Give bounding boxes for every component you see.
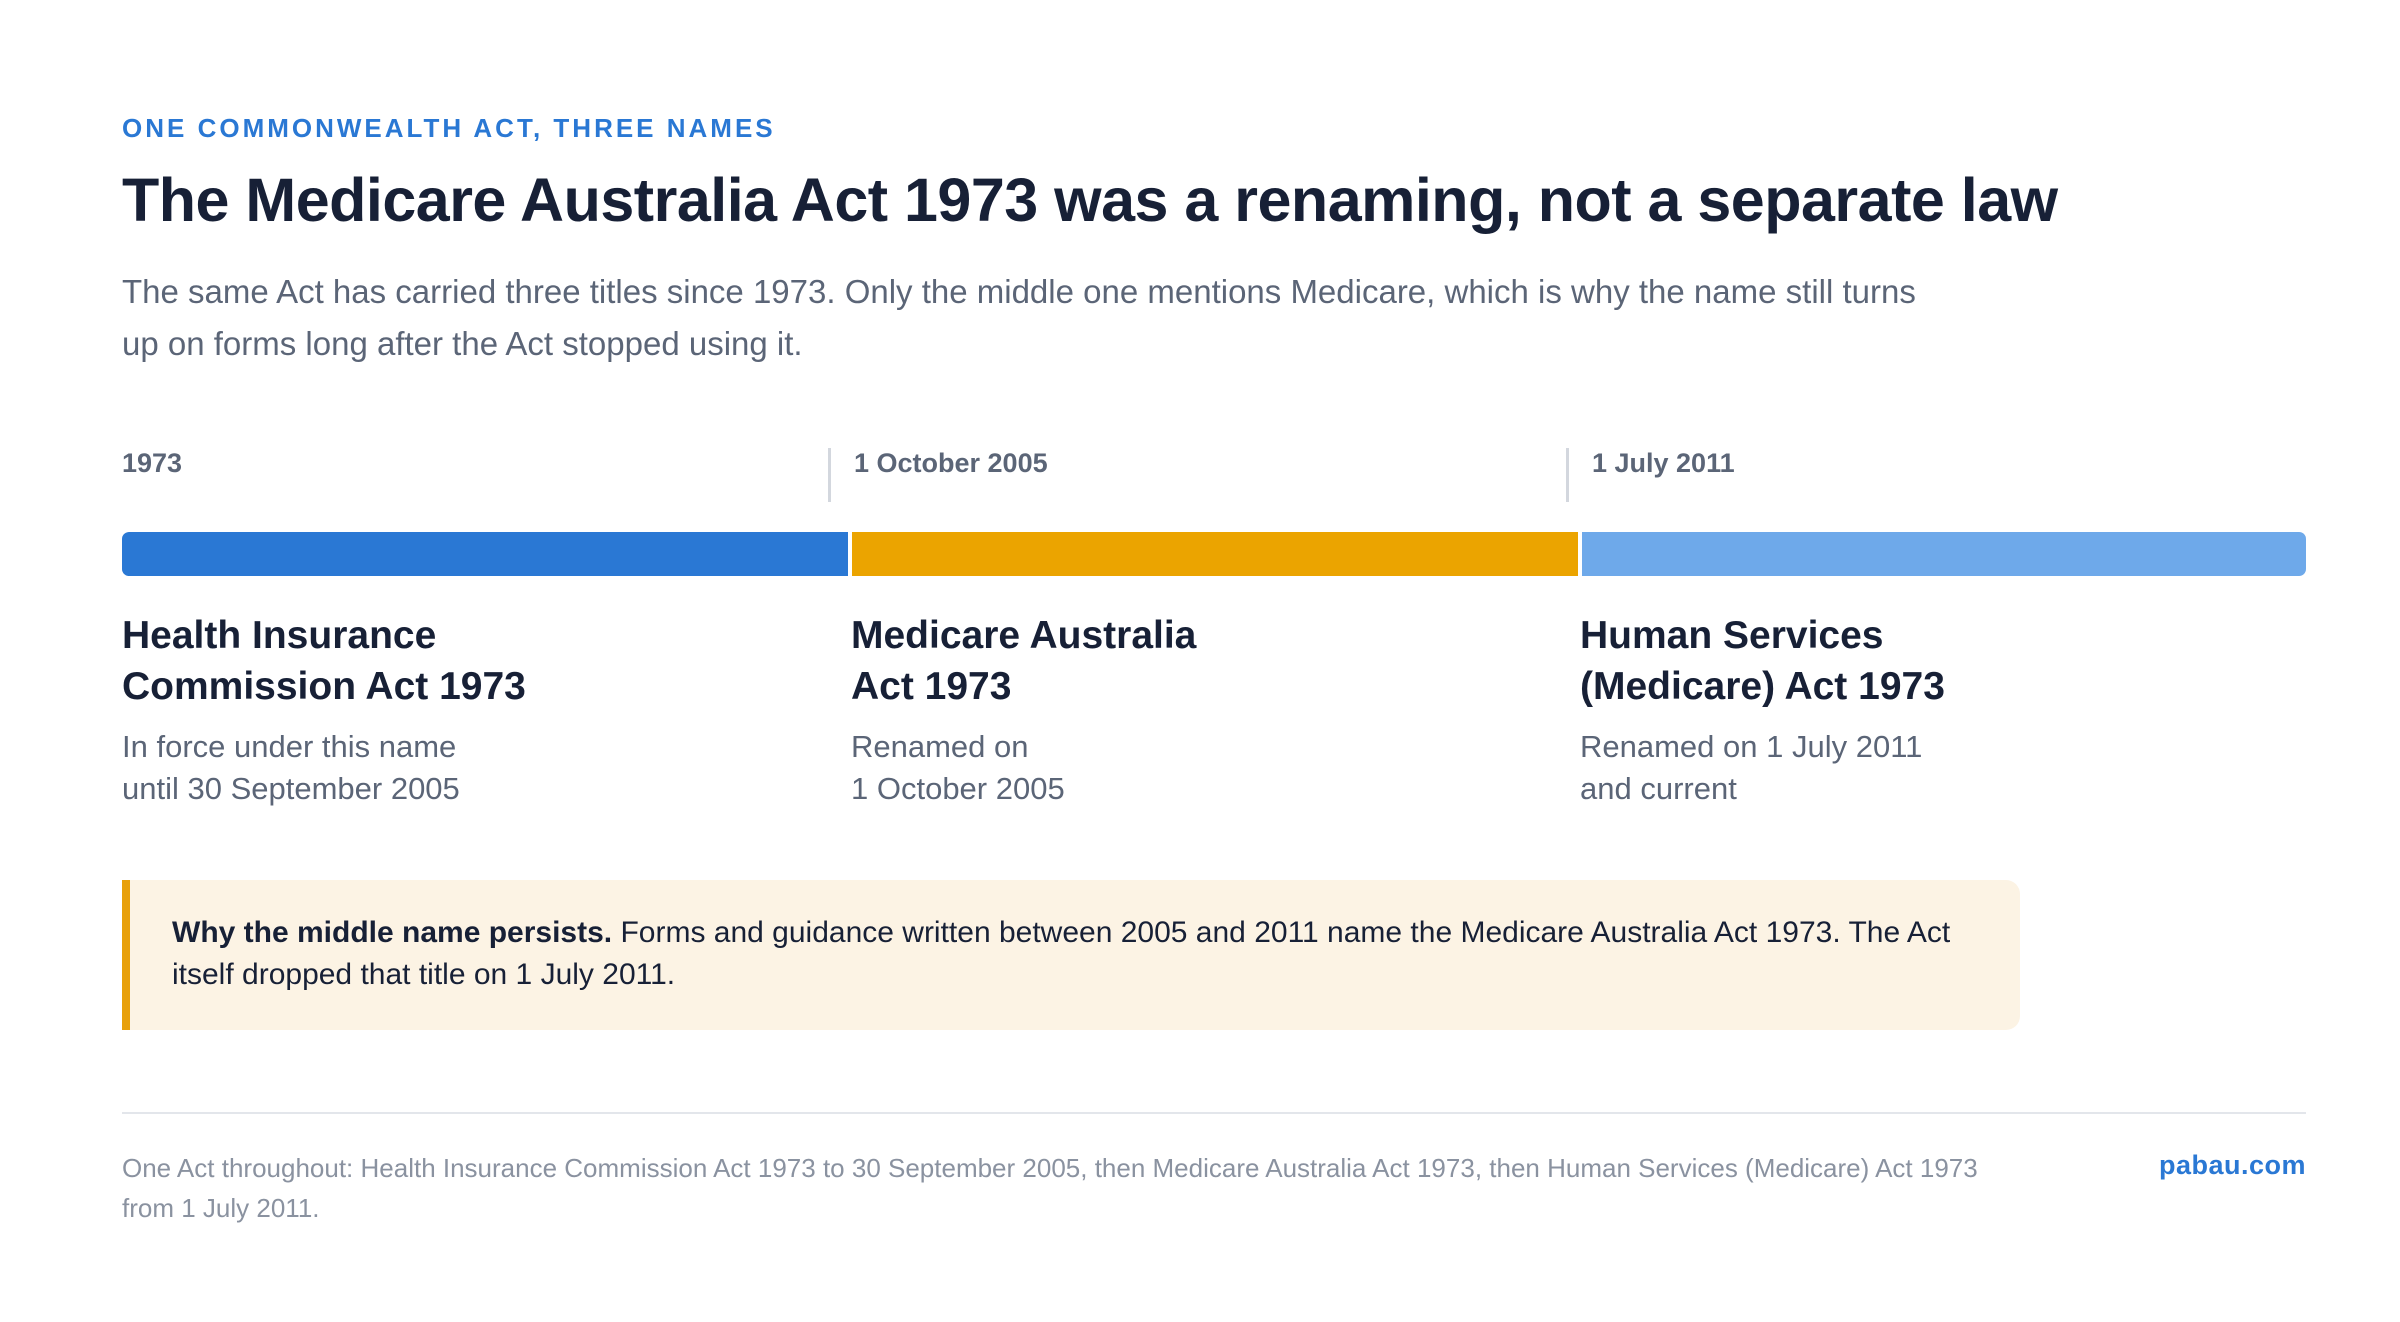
period-note-line: 1 October 2005 (851, 771, 1065, 806)
period-name-3: Human Services (Medicare) Act 1973 (1580, 610, 2200, 712)
period-note-line: In force under this name (122, 729, 457, 764)
date-label-1973: 1973 (122, 448, 183, 478)
timeline-bar (122, 532, 2306, 576)
period-name-line: Medicare Australia (851, 614, 1197, 657)
date-label-2005: 1 October 2005 (854, 448, 1048, 478)
period-note-3: Renamed on 1 July 2011 and current (1580, 726, 2200, 810)
period-name-2: Medicare Australia Act 1973 (851, 610, 1471, 712)
brand-link[interactable]: pabau.com (2158, 1150, 2306, 1180)
page-title: The Medicare Australia Act 1973 was a re… (122, 166, 2058, 234)
period-note-line: until 30 September 2005 (122, 771, 460, 806)
timeline-tick-2005 (828, 448, 831, 502)
period-name-line: (Medicare) Act 1973 (1580, 665, 1945, 708)
page-subtitle: The same Act has carried three titles si… (122, 273, 1916, 362)
callout-lead: Why the middle name persists. (172, 916, 613, 949)
period-name-1: Health Insurance Commission Act 1973 (122, 610, 742, 712)
footer-note: One Act throughout: Health Insurance Com… (122, 1153, 1978, 1223)
period-note-1: In force under this name until 30 Septem… (122, 726, 742, 810)
period-name-line: Commission Act 1973 (122, 665, 526, 708)
footer-divider (122, 1112, 2306, 1114)
period-name-line: Human Services (1580, 614, 1884, 657)
period-note-line: and current (1580, 771, 1737, 806)
period-note-line: Renamed on (851, 729, 1029, 764)
timeline-tick-2011 (1566, 448, 1569, 502)
eyebrow-label: ONE COMMONWEALTH ACT, THREE NAMES (122, 113, 776, 143)
callout-body: Forms and guidance written between 2005 … (172, 916, 1951, 991)
callout-text: Why the middle name persists. Forms and … (172, 912, 1992, 996)
period-note-line: Renamed on 1 July 2011 (1580, 729, 1923, 764)
timeline-infographic: ONE COMMONWEALTH ACT, THREE NAMES The Me… (122, 0, 2306, 1322)
timeline-segment-health-insurance-commission (122, 532, 848, 576)
timeline-segment-human-services-medicare (1582, 532, 2306, 576)
period-note-2: Renamed on 1 October 2005 (851, 726, 1471, 810)
period-name-line: Act 1973 (851, 665, 1012, 708)
date-label-2011: 1 July 2011 (1592, 448, 1735, 478)
period-name-line: Health Insurance (122, 614, 437, 657)
timeline-segment-medicare-australia (852, 532, 1578, 576)
callout-box: Why the middle name persists. Forms and … (122, 880, 2020, 1030)
